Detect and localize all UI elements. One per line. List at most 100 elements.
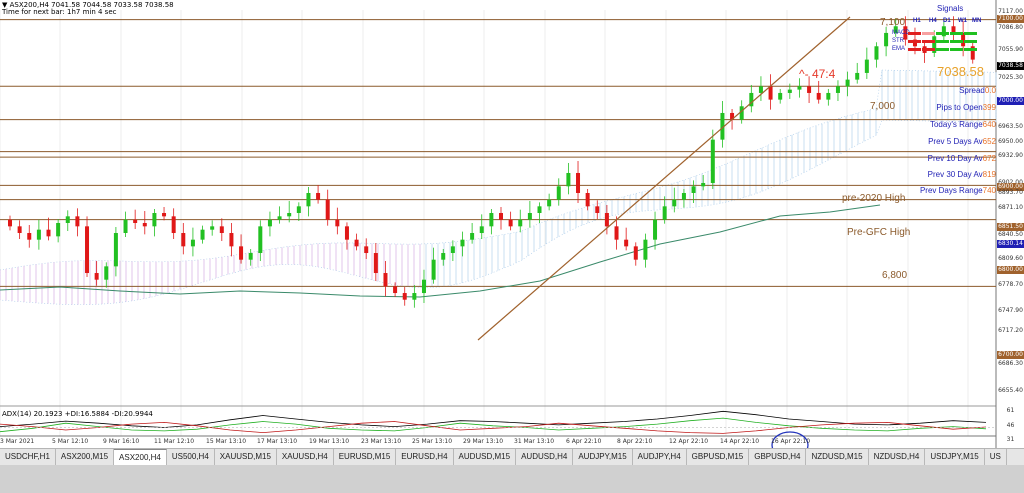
signal-cell [964, 48, 977, 51]
candle-body [797, 86, 802, 90]
candle-body [893, 26, 898, 33]
tab-usdchf-h1[interactable]: USDCHF,H1 [0, 449, 56, 465]
price-axis-tick: 6800.00 [997, 266, 1024, 274]
moving-average [0, 204, 881, 298]
candle-body [123, 219, 128, 234]
candle-body [383, 273, 388, 287]
stat-label: Prev 30 Day Av [927, 170, 983, 179]
tab-xauusd-m15[interactable]: XAUUSD,M15 [214, 449, 277, 465]
price-axis-tick: 6950.00 [998, 138, 1023, 145]
price-axis-tick: 6778.70 [998, 281, 1023, 288]
tab-us[interactable]: US [984, 449, 1007, 465]
candle-body [633, 246, 638, 260]
tab-gbpusd-h4[interactable]: GBPUSD,H4 [749, 449, 807, 465]
tab-nzdusd-m15[interactable]: NZDUSD,M15 [806, 449, 869, 465]
candle-body [306, 192, 311, 207]
candle-body [27, 233, 32, 240]
tab-audusd-m15[interactable]: AUDUSD,M15 [453, 449, 517, 465]
tab-asx200-h4[interactable]: ASX200,H4 [114, 449, 167, 465]
stat-row: Spread0.0 [959, 86, 996, 95]
tab-xauusd-h4[interactable]: XAUUSD,H4 [276, 449, 334, 465]
price-axis-tick: 7086.80 [998, 24, 1023, 31]
current-price: 7038.58 [937, 64, 984, 79]
candle-body [874, 46, 879, 60]
price-axis-tick: 7025.30 [998, 74, 1023, 81]
stat-value: 819 [982, 170, 996, 179]
candle-body [229, 233, 234, 247]
tab-asx200-m15[interactable]: ASX200,M15 [55, 449, 115, 465]
candle-body [941, 26, 946, 37]
time-axis-tick: 14 Apr 22:10 [720, 438, 760, 445]
candle-body [576, 172, 581, 193]
candle-body [749, 92, 754, 107]
candle-body [402, 293, 407, 300]
signal-timeframe-mn: MN [972, 18, 982, 24]
tab-audusd-h4[interactable]: AUDUSD,H4 [516, 449, 574, 465]
level-label: Pre-GFC High [847, 227, 911, 238]
tab-audjpy-m15[interactable]: AUDJPY,M15 [573, 449, 633, 465]
time-axis-tick: 31 Mar 13:10 [514, 438, 555, 445]
time-axis-tick: 16 Apr 22:10 [771, 438, 811, 445]
candle-body [104, 266, 109, 280]
stat-row: Today's Range640 [930, 120, 996, 129]
time-axis-tick: 15 Mar 13:10 [206, 438, 247, 445]
adx-plus-line [0, 417, 987, 433]
price-axis-tick: 6830.14 [997, 240, 1024, 248]
signal-cell [950, 48, 963, 51]
tab-us500-h4[interactable]: US500,H4 [166, 449, 215, 465]
candle-body [527, 213, 532, 220]
time-axis-tick: 3 Mar 2021 [0, 438, 35, 445]
candle-body [335, 219, 340, 227]
adx-axis-tick: 31 [1006, 436, 1015, 443]
signal-timeframe-w1: W1 [958, 18, 967, 24]
stat-label: Prev 10 Day Av [927, 154, 983, 163]
trendline [477, 16, 851, 341]
candle-body [662, 206, 667, 220]
tab-eurusd-m15[interactable]: EURUSD,M15 [333, 449, 397, 465]
time-axis-tick: 11 Mar 12:10 [154, 438, 195, 445]
stat-value: 399 [982, 103, 996, 112]
level-label: 7,000 [870, 101, 896, 112]
time-axis-tick: 6 Apr 22:10 [566, 438, 602, 445]
stat-label: Pips to Open [936, 103, 983, 112]
candle-body [325, 199, 330, 220]
signal-cell [936, 32, 949, 35]
candle-body [855, 72, 860, 80]
candle-body [864, 59, 869, 73]
candle-body [133, 219, 138, 224]
candle-body [94, 273, 99, 280]
tab-gbpusd-m15[interactable]: GBPUSD,M15 [686, 449, 750, 465]
stat-label: Prev Days Range [919, 186, 983, 195]
tab-nzdusd-h4[interactable]: NZDUSD,H4 [868, 449, 926, 465]
candle-body [46, 229, 51, 237]
candle-body [210, 226, 215, 230]
tab-eurusd-h4[interactable]: EURUSD,H4 [396, 449, 454, 465]
tab-audjpy-h4[interactable]: AUDJPY,H4 [632, 449, 687, 465]
stat-value: 640 [982, 120, 996, 129]
support-trendline [477, 16, 851, 341]
adx-axis-tick: 46 [1006, 422, 1015, 429]
adx-header: ADX(14) 20.1923 +DI:16.5884 -DI:20.9944 [2, 410, 153, 418]
candle-body [36, 229, 41, 240]
candle-body [421, 279, 426, 294]
symbol-tabs: USDCHF,H1 ASX200,M15 ASX200,H4 US500,H4 XAUU… [0, 448, 1024, 465]
time-axis-tick: 5 Mar 12:10 [52, 438, 89, 445]
candle-body [499, 213, 503, 220]
candle-body [653, 219, 658, 240]
candle-body [296, 206, 301, 214]
ichimoku-cloud [0, 69, 997, 305]
stat-row: Prev 10 Day Av672 [928, 154, 996, 163]
time-axis-tick: 17 Mar 13:10 [257, 438, 298, 445]
candle-body [441, 253, 446, 260]
candle-body [344, 226, 349, 240]
price-axis-tick: 6902.00 [997, 179, 1024, 187]
candle-body [768, 86, 773, 100]
price-axis-tick: 6809.60 [998, 255, 1023, 262]
time-axis-tick: 25 Mar 13:10 [412, 438, 453, 445]
signals-title: Signals [937, 4, 964, 13]
symbol-header: ▼ ASX200,H4 7041.58 7044.58 7033.58 7038… [2, 1, 174, 9]
tab-usdjpy-m15[interactable]: USDJPY,M15 [925, 449, 985, 465]
signal-cell [908, 40, 921, 43]
candle-body [903, 26, 908, 40]
